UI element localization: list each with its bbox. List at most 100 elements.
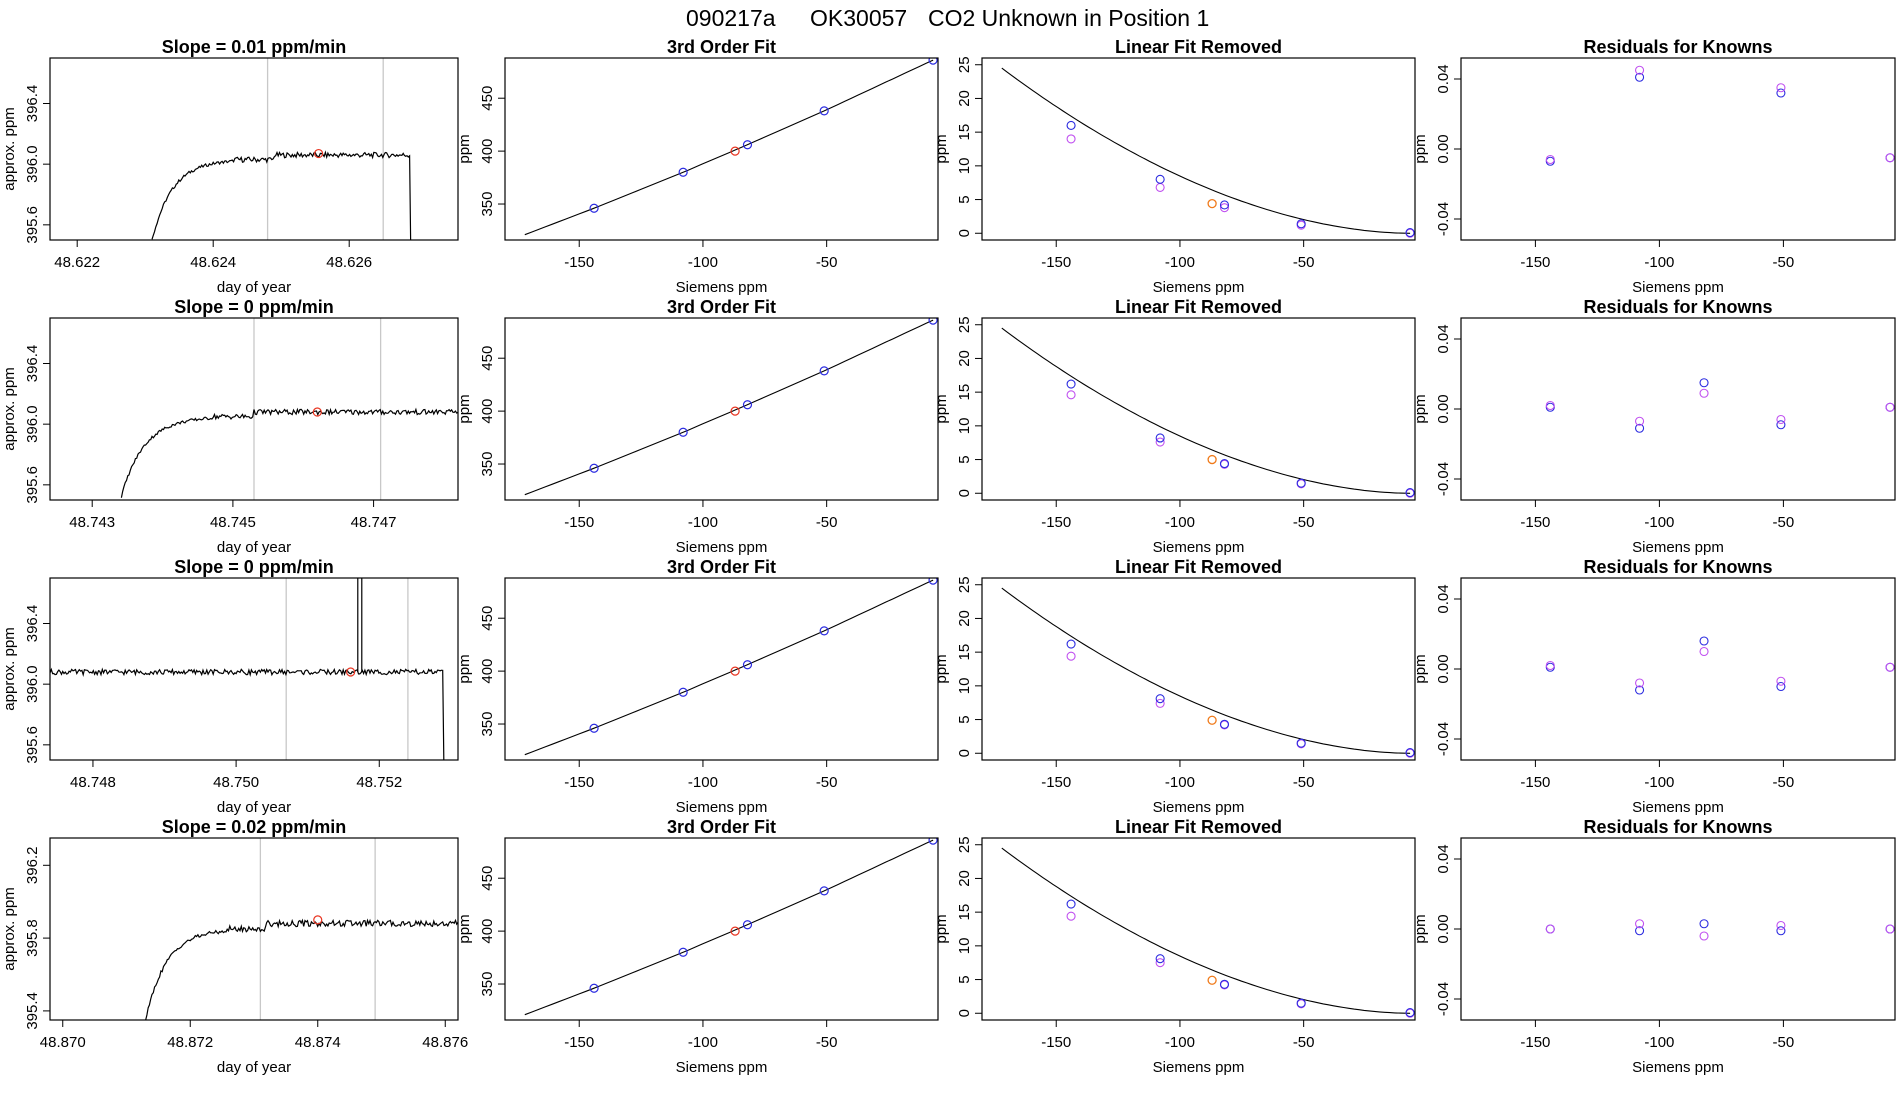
figure-title-tank: OK30057 <box>810 5 907 31</box>
y-tick-label: 395.6 <box>24 726 41 764</box>
trace-line <box>120 407 458 498</box>
known-point <box>819 886 829 896</box>
plot-frame <box>1460 577 1896 761</box>
known-point <box>678 167 688 177</box>
panel-title: Slope = 0.02 ppm/min <box>162 817 347 837</box>
y-tick-label: 396.2 <box>24 847 41 885</box>
x-tick-label: 48.743 <box>69 514 115 531</box>
y-tick-label: 396.4 <box>24 605 41 643</box>
known-point <box>678 947 688 957</box>
y-tick-label: 450 <box>479 346 496 371</box>
y-tick-label: 25 <box>956 316 973 333</box>
plot-area <box>50 578 445 760</box>
plot-area <box>1001 327 1415 498</box>
x-tick-label: -100 <box>688 774 718 791</box>
known-point <box>1219 979 1230 989</box>
x-axis-label: Siemens ppm <box>676 799 768 816</box>
x-axis-label: day of year <box>217 799 291 816</box>
unknown-marker <box>346 667 356 677</box>
unknown-point <box>730 406 740 416</box>
x-tick-label: 48.874 <box>295 1034 341 1051</box>
x-tick-label: -50 <box>1773 1034 1795 1051</box>
residual-point <box>1699 636 1709 646</box>
residual-point <box>1545 400 1555 411</box>
residual-point <box>1776 920 1786 931</box>
x-axis-label: Siemens ppm <box>1632 539 1724 556</box>
unknown-point <box>1207 975 1217 985</box>
known-point <box>1405 748 1415 758</box>
y-axis-label: approx. ppm <box>1 367 18 450</box>
known-point <box>1155 174 1165 184</box>
panel-title: Slope = 0 ppm/min <box>174 297 334 317</box>
y-axis-label: ppm <box>456 394 473 423</box>
unknown-point <box>1207 454 1217 465</box>
x-axis-label: Siemens ppm <box>1632 799 1724 816</box>
known-point-alt <box>1066 911 1076 921</box>
panel-r1-lin: Linear Fit Removed Siemens ppm ppm -150 -100… <box>933 37 1416 296</box>
trace-line <box>50 667 445 760</box>
fit-curve <box>524 59 934 236</box>
residual-point <box>1776 83 1786 93</box>
x-tick-label: -50 <box>816 254 838 271</box>
trace-line <box>145 918 458 1020</box>
x-tick-label: 48.747 <box>351 514 397 531</box>
known-point <box>928 318 938 325</box>
known-point-alt <box>1066 134 1076 144</box>
known-point <box>1066 899 1076 909</box>
x-tick-label: -100 <box>688 1034 718 1051</box>
unknown-point <box>730 146 740 156</box>
x-tick-label: -150 <box>564 774 594 791</box>
x-axis-label: Siemens ppm <box>676 279 768 296</box>
x-tick-label: -150 <box>1041 514 1071 531</box>
x-tick-label: 48.750 <box>213 774 259 791</box>
panel-title: 3rd Order Fit <box>667 557 776 577</box>
fit-curve <box>1001 327 1411 494</box>
known-point <box>1296 478 1306 488</box>
y-axis-label: approx. ppm <box>1 887 18 970</box>
x-axis-label: Siemens ppm <box>1632 1059 1724 1076</box>
y-tick-label: 0.00 <box>1435 914 1452 943</box>
known-point <box>928 578 938 585</box>
x-tick-label: -100 <box>688 514 718 531</box>
fit-curve <box>1001 67 1411 234</box>
y-tick-label: 15 <box>956 384 973 401</box>
y-tick-label: 20 <box>956 870 973 887</box>
y-tick-label: 396.4 <box>24 345 41 383</box>
known-point <box>1296 738 1306 748</box>
known-point <box>589 983 599 993</box>
x-axis-label: day of year <box>217 539 291 556</box>
residual-point <box>1885 153 1895 163</box>
plot-area <box>1545 65 1895 166</box>
residual-point <box>1545 154 1555 165</box>
x-tick-label: -100 <box>1165 1034 1195 1051</box>
x-tick-label: -100 <box>1644 1034 1674 1051</box>
unknown-marker <box>314 148 324 159</box>
y-tick-label: -0.04 <box>1435 722 1452 756</box>
plot-frame <box>49 57 459 241</box>
y-tick-label: 0.00 <box>1435 654 1452 683</box>
y-tick-label: 0 <box>956 1009 973 1017</box>
y-tick-label: 5 <box>956 195 973 203</box>
plot-area <box>1001 67 1415 238</box>
trace-line <box>151 150 412 240</box>
panel-r2-lin: Linear Fit Removed Siemens ppm ppm -150 -100… <box>933 297 1416 556</box>
panel-r4-fit: 3rd Order Fit Siemens ppm ppm -150 -100 -50 35… <box>456 817 939 1076</box>
known-point <box>1219 459 1230 469</box>
x-tick-label: -50 <box>1293 514 1315 531</box>
panel-r1-trace: Slope = 0.01 ppm/min day of year approx. p… <box>1 37 459 296</box>
plot-frame <box>981 577 1416 761</box>
y-axis-label: ppm <box>933 914 950 943</box>
plot-frame <box>504 837 939 1021</box>
plot-frame <box>504 317 939 501</box>
known-point <box>1155 433 1165 443</box>
x-tick-label: -150 <box>1520 1034 1550 1051</box>
x-tick-label: -50 <box>816 1034 838 1051</box>
plot-frame <box>49 317 459 501</box>
known-point <box>1219 200 1230 210</box>
x-axis-label: Siemens ppm <box>676 539 768 556</box>
y-tick-label: 0.04 <box>1435 64 1452 93</box>
known-point <box>928 58 938 65</box>
y-tick-label: 5 <box>956 715 973 723</box>
known-point-alt <box>1155 698 1165 708</box>
known-point <box>928 838 938 845</box>
